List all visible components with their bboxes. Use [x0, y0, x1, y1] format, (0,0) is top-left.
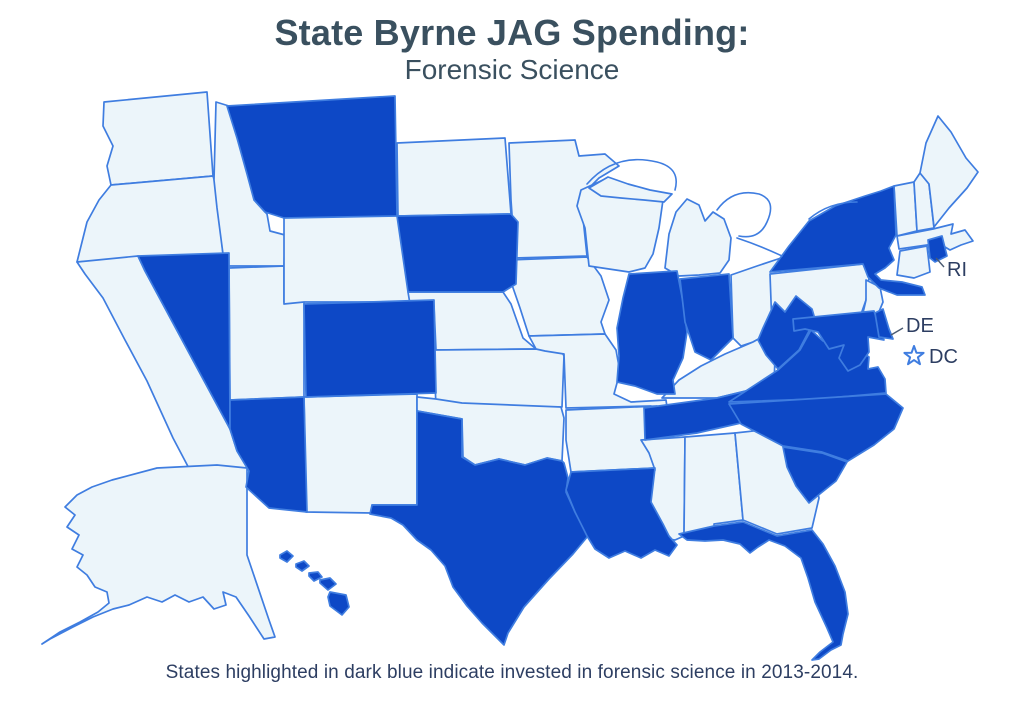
state-ia [506, 256, 610, 337]
state-tx [369, 410, 589, 646]
us-map: RI DE DC [41, 91, 979, 661]
de-callout-label: DE [906, 315, 934, 337]
state-hi [279, 550, 350, 616]
callouts: RI DE DC [890, 257, 967, 368]
state-sd [396, 213, 519, 293]
state-ma [896, 223, 974, 251]
title-block: State Byrne JAG Spending: Forensic Scien… [0, 12, 1024, 87]
state-me [919, 115, 979, 228]
lake-outlines [586, 158, 858, 257]
state-ct [896, 245, 931, 279]
de-callout-line [890, 327, 904, 336]
lake-ontario-outline [808, 201, 858, 220]
state-mi [588, 176, 732, 277]
state-co [303, 299, 437, 398]
dc-star-icon [903, 345, 925, 366]
dc-callout-label: DC [929, 346, 958, 368]
ri-callout-line [935, 257, 945, 268]
page-title: State Byrne JAG Spending: [274, 12, 750, 53]
lake-huron-outline [716, 191, 772, 238]
state-sc [782, 446, 848, 504]
states-highlighted [137, 95, 948, 661]
lake-superior-outline [586, 158, 677, 191]
state-la [565, 467, 678, 559]
state-fl [678, 521, 849, 661]
state-wa [102, 91, 214, 186]
state-ak [41, 464, 276, 645]
state-or [76, 175, 224, 263]
state-wy [283, 209, 411, 305]
state-nd [396, 137, 512, 217]
ri-callout-label: RI [947, 259, 967, 281]
state-de [874, 308, 894, 340]
state-ri [927, 235, 948, 263]
page-subtitle: Forensic Science [404, 54, 620, 86]
us-map-container: RI DE DC [17, 88, 1007, 668]
state-il [616, 270, 688, 395]
states-base [41, 91, 979, 645]
map-caption: States highlighted in dark blue indicate… [165, 662, 859, 683]
state-nc [728, 393, 904, 462]
state-az [229, 396, 308, 513]
state-in [679, 273, 734, 361]
state-nm [303, 393, 418, 514]
lake-erie-outline [736, 237, 783, 257]
state-vt [893, 181, 918, 237]
state-mt [226, 95, 398, 219]
state-ks [433, 348, 565, 410]
